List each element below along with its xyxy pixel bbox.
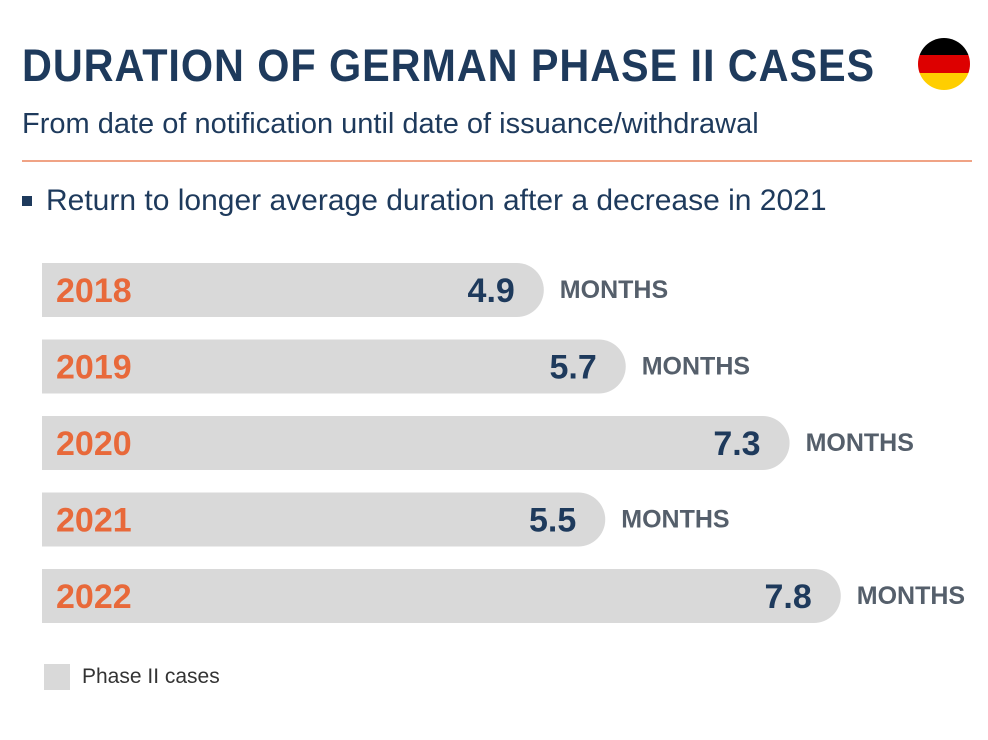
category-label-2019: 2019: [56, 349, 132, 387]
flag-stripe-gold: [918, 72, 970, 90]
divider-line: [22, 160, 972, 162]
unit-label-2022: MONTHS: [857, 582, 965, 610]
category-label-2021: 2021: [56, 502, 132, 540]
chart-title: DURATION OF GERMAN PHASE II CASES: [22, 40, 876, 91]
flag-stripe-black: [918, 38, 970, 56]
unit-label-2020: MONTHS: [806, 429, 914, 457]
flag-stripe-red: [918, 55, 970, 73]
value-label-2019: 5.7: [549, 349, 596, 387]
bullet-text: Return to longer average duration after …: [46, 184, 827, 217]
legend-label: Phase II cases: [82, 665, 220, 688]
chart-subtitle: From date of notification until date of …: [22, 108, 759, 140]
value-label-2022: 7.8: [765, 578, 812, 616]
bar-2019: [42, 339, 626, 394]
category-label-2018: 2018: [56, 272, 132, 310]
bar-2022: [42, 569, 841, 623]
category-label-2022: 2022: [56, 578, 132, 616]
value-label-2020: 7.3: [713, 425, 760, 463]
bar-2020: [42, 416, 790, 470]
unit-label-2021: MONTHS: [621, 506, 729, 534]
bar-2018: [42, 263, 544, 317]
bullet-square-icon: [22, 196, 32, 206]
bar-2021: [42, 492, 606, 547]
bullet-point: Return to longer average duration after …: [22, 184, 827, 218]
german-flag-icon: [918, 38, 970, 90]
legend-swatch: [44, 664, 70, 690]
value-label-2021: 5.5: [529, 502, 576, 540]
bar-chart: 2018 4.9 MONTHS 2019 5.7 MONTHS 2020 7.3 MONTHS 2…: [42, 263, 965, 623]
unit-label-2018: MONTHS: [560, 276, 668, 304]
legend: Phase II cases: [44, 664, 220, 690]
unit-label-2019: MONTHS: [642, 353, 750, 381]
value-label-2018: 4.9: [468, 272, 515, 310]
category-label-2020: 2020: [56, 425, 132, 463]
